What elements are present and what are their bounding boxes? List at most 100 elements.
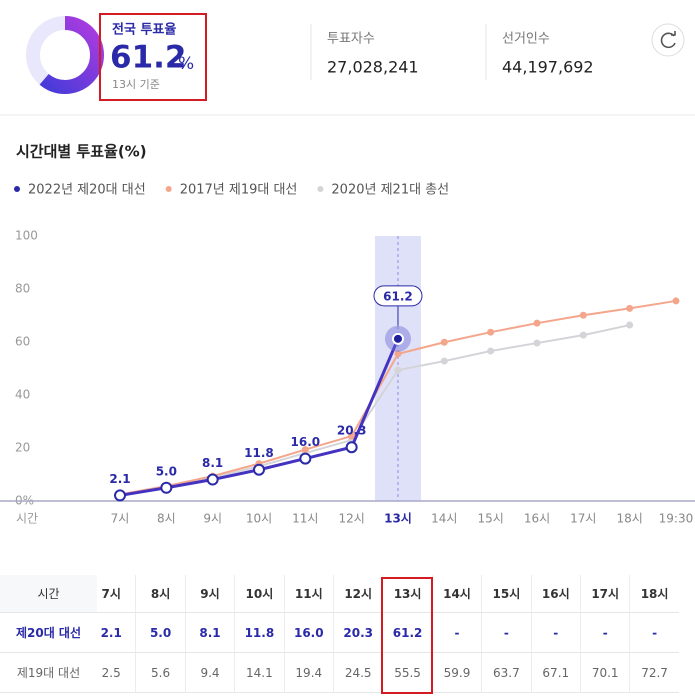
point <box>579 311 587 319</box>
point <box>626 321 634 329</box>
point <box>487 328 495 336</box>
y-tick-label: 80 <box>15 282 30 296</box>
point <box>206 473 219 486</box>
table-cell: 12시 <box>333 575 383 613</box>
x-tick-label: 19:30 <box>659 512 694 526</box>
highlight-box <box>99 13 207 101</box>
table-cell: 72.7 <box>629 653 679 693</box>
table-cell: 19.4 <box>283 653 333 693</box>
point <box>579 331 587 339</box>
point <box>252 463 265 476</box>
legend-dot <box>14 186 20 192</box>
table-cell: 59.9 <box>431 653 482 693</box>
x-tick-label: 11시 <box>292 512 318 526</box>
table: 7시 8시 9시 10시 11시 12시 13시 14시 15시 16시 17시 18시 시간 2.1 5.… <box>0 575 695 696</box>
table-cell: 18시 <box>629 575 679 613</box>
point <box>440 338 448 346</box>
x-tick-label: 10시 <box>246 512 272 526</box>
data-label: 8.1 <box>202 456 223 470</box>
y-tick-label: 60 <box>15 335 30 349</box>
point <box>299 452 312 465</box>
refresh-button[interactable] <box>651 23 685 57</box>
table-cell: 9시 <box>184 575 235 613</box>
rate-title: 전국 투표율 <box>112 22 176 38</box>
point <box>533 319 541 327</box>
legend-label: 2017년 제19대 대선 <box>180 183 298 198</box>
legend-label: 2020년 제21대 총선 <box>331 183 449 198</box>
y-tick-label: 20 <box>15 441 30 455</box>
table-cell: 11시 <box>283 575 333 613</box>
table-cell: 70.1 <box>580 653 630 693</box>
point <box>345 441 358 454</box>
tooltip-label: 61.2 <box>383 289 413 303</box>
table-cell: - <box>629 613 679 653</box>
x-tick-label: 14시 <box>431 512 457 526</box>
table-cell: 8시 <box>135 575 185 613</box>
table-cell: - <box>580 613 630 653</box>
rate-value: 61.2 <box>110 40 187 76</box>
point <box>672 297 680 305</box>
table-cell: 14시 <box>431 575 482 613</box>
y-tick-label: 40 <box>15 388 30 402</box>
table-cell: 시간 <box>0 575 97 613</box>
data-label: 16.0 <box>291 435 321 449</box>
tooltip <box>373 285 423 307</box>
point <box>301 446 309 454</box>
x-tick-label: 8시 <box>157 512 176 526</box>
donut-arc <box>26 16 104 94</box>
data-label: 2.1 <box>109 472 130 486</box>
table-cell: 67.1 <box>530 653 580 693</box>
data-label: 5.0 <box>156 464 177 478</box>
rate-unit: % <box>178 54 194 74</box>
table-cell: 24.5 <box>333 653 383 693</box>
point <box>160 481 173 494</box>
x-tick-label: 15시 <box>477 512 503 526</box>
x-tick-label: 17시 <box>570 512 596 526</box>
point <box>440 357 448 365</box>
table-cell: 8.1 <box>184 613 235 653</box>
legend-label: 2022년 제20대 대선 <box>28 183 146 198</box>
x-tick-label: 12시 <box>338 512 364 526</box>
table-cell: 63.7 <box>481 653 531 693</box>
table-cell: 제19대 대선 <box>0 653 97 693</box>
table-cell: 9.4 <box>184 653 235 693</box>
data-label: 20.3 <box>337 424 367 438</box>
y-tick-label: 100 <box>15 229 38 243</box>
series-line <box>119 324 630 496</box>
table-cell: 15시 <box>481 575 531 613</box>
point <box>533 339 541 347</box>
point <box>114 489 126 502</box>
chart-title: 시간대별 투표율(%) <box>16 143 147 161</box>
table-cell: 10시 <box>234 575 284 613</box>
x-tick-label: 9시 <box>203 512 222 526</box>
point <box>487 347 495 355</box>
point <box>391 332 404 345</box>
legend-dot <box>317 186 324 192</box>
table-cell: - <box>481 613 531 653</box>
table-cell: 16.0 <box>283 613 333 653</box>
table-cell: 11.8 <box>234 613 284 653</box>
point <box>394 366 402 374</box>
table-cell: 14.1 <box>234 653 284 693</box>
rate-basis: 13시 기준 <box>112 78 160 91</box>
legend-dot <box>165 186 172 192</box>
x-tick-label: 7시 <box>111 512 130 526</box>
stat-label: 투표자수 <box>327 32 375 47</box>
highlight-box <box>381 577 433 694</box>
x-tick-label: 18시 <box>616 512 642 526</box>
header: 전국 투표율 61.2 % 13시 기준 투표자수 27,028,241 선거인… <box>0 13 695 116</box>
table-cell: 제20대 대선 <box>0 613 97 653</box>
table-cell: 5.0 <box>135 613 185 653</box>
x-tick-label: 16시 <box>524 512 550 526</box>
table-cell: 20.3 <box>333 613 383 653</box>
x-tick-label: 13시 <box>384 512 412 526</box>
table-cell: 16시 <box>530 575 580 613</box>
table-cell: 5.6 <box>135 653 185 693</box>
data-label: 11.8 <box>244 446 274 460</box>
stat-value: 27,028,241 <box>327 58 419 77</box>
point <box>394 350 402 358</box>
table-cell: - <box>530 613 580 653</box>
table-cell: 17시 <box>580 575 630 613</box>
